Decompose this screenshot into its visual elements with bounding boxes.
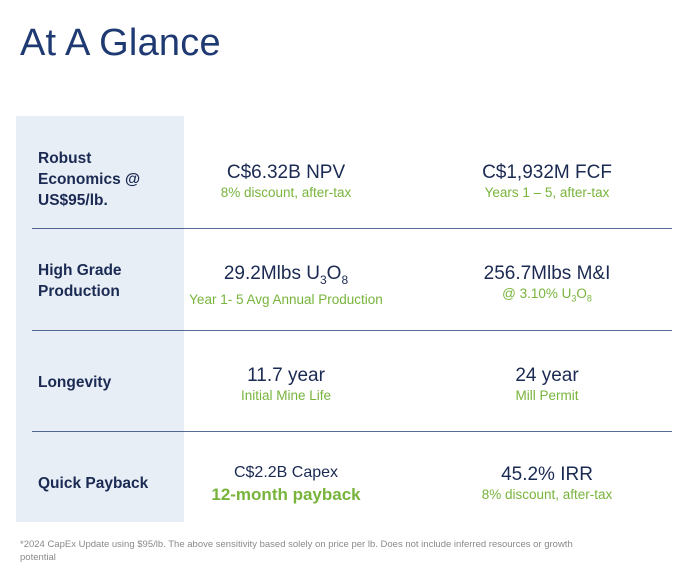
mill-permit-metric: 24 year Mill Permit (422, 365, 672, 405)
row-label-text: Robust Economics @ US$95/lb. (38, 150, 141, 209)
row-robust-economics: Robust Economics @ US$95/lb. C$6.32B NPV… (16, 116, 672, 228)
irr-metric: 45.2% IRR 8% discount, after-tax (422, 464, 672, 504)
mill-permit-note: Mill Permit (515, 388, 579, 403)
page-title: At A Glance (20, 22, 221, 64)
row-high-grade-production: High Grade Production 29.2Mlbs U3O8 Year… (16, 229, 672, 330)
npv-metric: C$6.32B NPV 8% discount, after-tax (161, 162, 411, 202)
footnote: *2024 CapEx Update using $95/lb. The abo… (20, 539, 573, 563)
capex-value: C$2.2B Capex (233, 464, 339, 481)
subscript: 3 (571, 293, 577, 304)
resource-note: @ 3.10% U3O8 (422, 285, 672, 308)
fcf-note: Years 1 – 5, after-tax (484, 185, 610, 200)
fcf-value: C$1,932M FCF (482, 162, 612, 183)
npv-note: 8% discount, after-tax (220, 185, 352, 200)
subscript: 8 (341, 272, 349, 287)
row-label: High Grade Production (38, 260, 148, 302)
row-divider (32, 431, 672, 432)
production-value: 29.2Mlbs U3O8 (161, 263, 411, 291)
production-value-text: 29.2Mlbs U (223, 263, 320, 284)
row-label: Robust Economics @ US$95/lb. (38, 148, 148, 211)
resource-note-text: @ 3.10% U (502, 286, 572, 301)
production-note: Year 1- 5 Avg Annual Production (189, 291, 383, 307)
row-longevity: Longevity 11.7 year Initial Mine Life 24… (16, 331, 672, 431)
production-value-text: O (326, 263, 342, 284)
npv-value: C$6.32B NPV (226, 162, 346, 183)
row-quick-payback: Quick Payback C$2.2B Capex 12-month payb… (16, 432, 672, 522)
row-label-text: Quick Payback (38, 475, 149, 492)
mine-life-metric: 11.7 year Initial Mine Life (161, 365, 411, 405)
resource-note-text: O (576, 286, 587, 301)
row-label-text: Longevity (38, 374, 112, 391)
resource-value: 256.7Mlbs M&I (483, 263, 611, 284)
subscript: 3 (319, 272, 327, 287)
row-divider (32, 228, 672, 229)
mine-life-note: Initial Mine Life (240, 388, 332, 403)
payback-note: 12-month payback (211, 485, 361, 504)
subscript: 8 (586, 293, 592, 304)
mill-permit-value: 24 year (515, 365, 579, 386)
resource-metric: 256.7Mlbs M&I @ 3.10% U3O8 (422, 263, 672, 308)
row-label-text: High Grade Production (38, 262, 122, 300)
row-label: Longevity (38, 372, 158, 393)
label-column-background (16, 116, 184, 522)
mine-life-value: 11.7 year (247, 365, 325, 386)
production-metric: 29.2Mlbs U3O8 Year 1- 5 Avg Annual Produ… (161, 263, 411, 309)
capex-metric: C$2.2B Capex 12-month payback (161, 462, 411, 506)
irr-note: 8% discount, after-tax (481, 487, 613, 502)
irr-value: 45.2% IRR (501, 464, 593, 485)
row-divider (32, 330, 672, 331)
fcf-metric: C$1,932M FCF Years 1 – 5, after-tax (422, 162, 672, 202)
row-label: Quick Payback (38, 473, 188, 494)
